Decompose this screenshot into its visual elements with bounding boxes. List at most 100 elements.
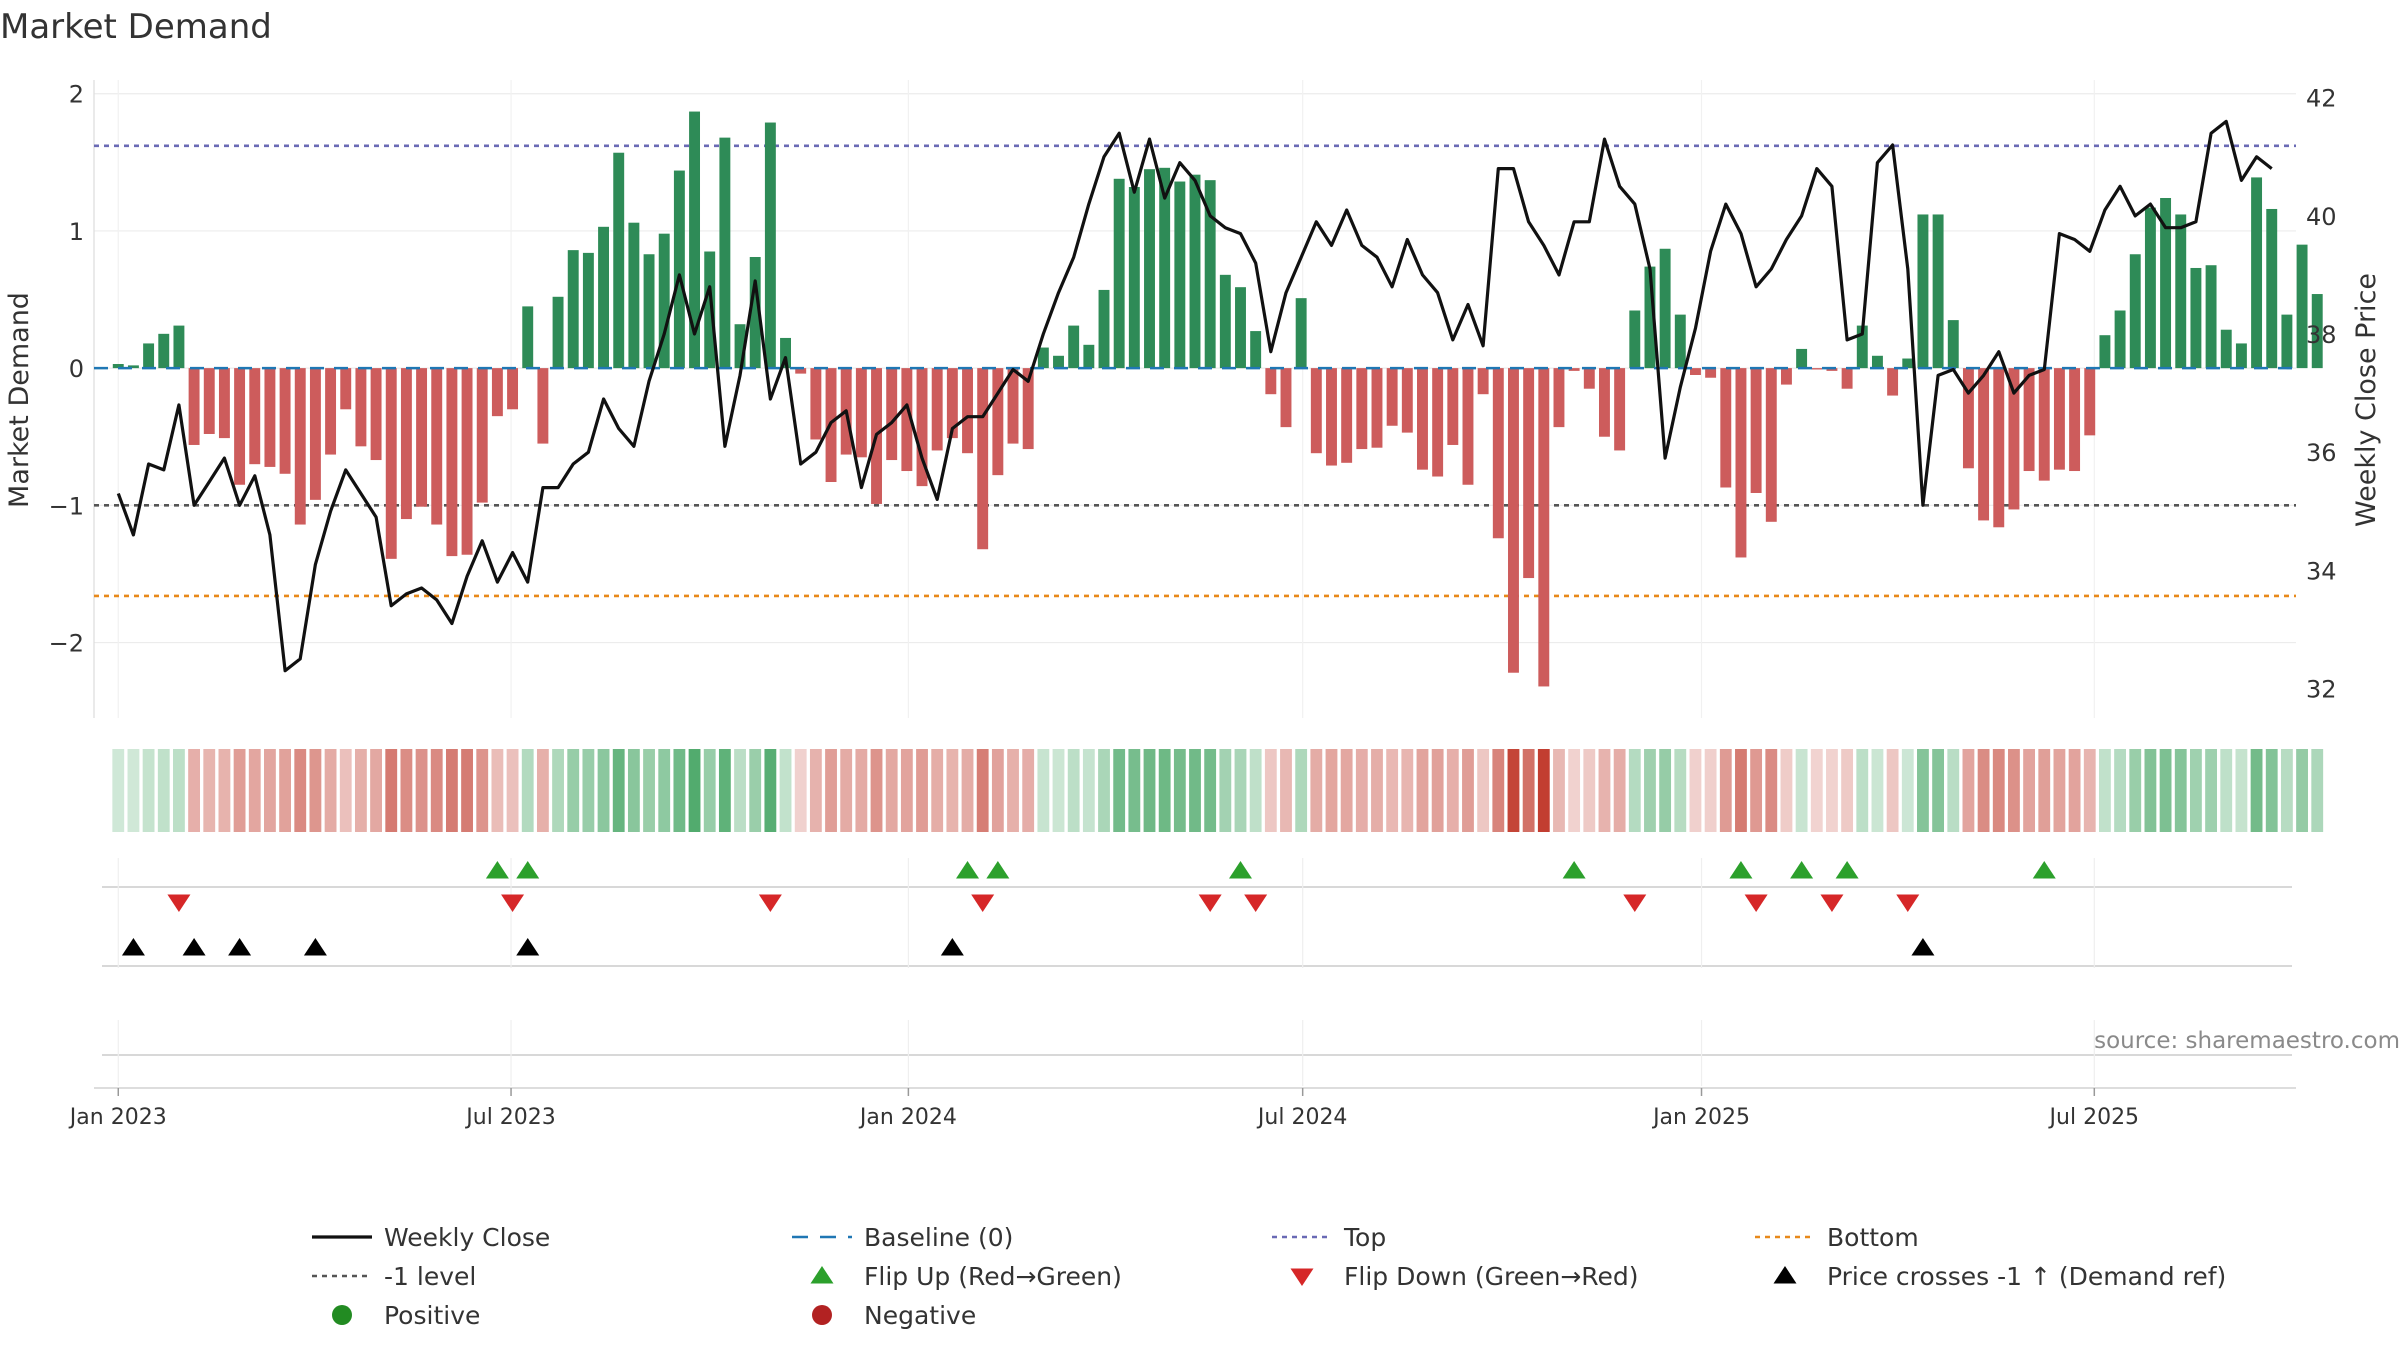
heat-strip-cell [1917,749,1929,832]
demand-bar-negative [2053,368,2065,470]
heat-strip-cell [2250,749,2263,832]
demand-bar-negative [1780,368,1792,385]
demand-bar-positive [1083,344,1095,369]
demand-bar-positive [1235,287,1246,369]
legend-item: Price crosses -1 ↑ (Demand ref) [1773,1262,2226,1291]
cross-minus-one-marker [516,938,540,956]
heat-strip-cell [2220,749,2233,832]
heat-strip-cell [718,749,731,832]
heat-strip-cell [1886,749,1899,832]
heat-strip-cell [385,749,398,832]
y2-tick-label: 36 [2306,439,2337,467]
legend-label: Bottom [1827,1223,1919,1252]
demand-bar-negative [1022,368,1034,450]
demand-bar-positive [567,250,579,369]
heat-strip-cell [339,749,352,832]
demand-bar-negative [1508,368,1519,673]
demand-bar-positive [1856,325,1868,369]
heat-strip-cell [1492,749,1505,832]
demand-bar-positive [689,111,701,369]
heat-strip-cell [1704,749,1717,832]
demand-bar-positive [1796,348,1808,369]
weekly-close-line [116,119,2273,673]
demand-bar-negative [385,368,397,559]
demand-bar-negative [203,368,215,434]
flip-down-marker [1744,894,1768,912]
heat-strip-cell [2008,749,2020,832]
flip-down-marker [1820,894,1844,912]
heat-strip-cell [1977,749,1990,832]
heat-strip-cell [627,749,640,832]
demand-bar-positive [2220,329,2232,369]
heat-strip-cell [2053,749,2066,832]
demand-bar-negative [1978,368,1990,521]
demand-bar-positive [2175,214,2187,369]
legend-label: Weekly Close [384,1223,550,1252]
demand-bar-negative [2008,368,2020,510]
heat-strip-cell [354,749,367,832]
y2-tick-label: 34 [2306,557,2337,585]
source-credit: source: sharemaestro.com [2094,1028,2400,1054]
heat-strip-cell [2205,749,2217,832]
demand-bar-positive [2266,208,2278,369]
heat-strip-cell [1780,749,1793,832]
demand-bar-negative [218,368,230,439]
demand-bar-positive [1098,289,1110,369]
legend-dot-icon [812,1305,832,1325]
heat-strip-cell [127,749,140,832]
heat-strip-cell [461,749,473,832]
cross-minus-one-marker [303,938,327,956]
heat-strip-cell [673,749,686,832]
legend-label: -1 level [384,1262,476,1291]
demand-bar-negative [2069,368,2081,472]
demand-bar-positive [780,337,791,369]
cross-minus-one-marker [121,938,145,956]
heat-strip-cell [2189,749,2202,832]
heat-strip-cell [2144,749,2157,832]
demand-bar-negative [1462,368,1474,485]
heat-strip-cell [1416,749,1429,832]
demand-bar-positive [719,137,731,369]
heat-strip-cell [688,749,701,832]
heat-strip-cell [1871,749,1884,832]
demand-bar-negative [1962,368,1974,469]
demand-bar-positive [127,365,139,369]
heat-strip-cell [1826,749,1838,832]
demand-bar-negative [1417,368,1428,470]
demand-bar-negative [1553,368,1565,428]
heat-strip-cell [1401,749,1414,832]
heat-strip-cell [552,749,564,832]
demand-bar-negative [491,368,503,417]
demand-bar-negative [1432,368,1444,477]
demand-bar-negative [1326,368,1337,466]
demand-bar-positive [2205,265,2217,369]
demand-bar-negative [294,368,306,525]
demand-bar-negative [340,368,352,410]
heat-strip-cell [1841,749,1854,832]
heat-strip-cell [734,749,746,832]
demand-bar-positive [704,251,716,369]
heat-strip-cell [1628,749,1641,832]
demand-bar-negative [992,368,1004,476]
flip-up-marker [1228,861,1252,879]
demand-bar-positive [1250,331,1262,369]
heat-strip-cell [749,749,762,832]
heat-strip-cell [1856,749,1869,832]
heat-strip-cell [1280,749,1292,832]
demand-bar-negative [1583,368,1595,389]
heat-strip-cell [1689,749,1702,832]
flip-down-marker [1623,894,1647,912]
flip-down-marker [501,894,525,912]
demand-bar-positive [1189,174,1201,369]
demand-bar-positive [2296,244,2308,369]
heat-strip-cell [567,749,580,832]
heat-strip-cell [112,749,125,832]
demand-bar-positive [1674,314,1686,369]
demand-bar-positive [158,333,170,369]
legend-item: Negative [812,1301,976,1330]
demand-bar-positive [1144,169,1155,369]
demand-bar-negative [1007,368,1019,444]
heat-strip-cell [1234,749,1247,832]
